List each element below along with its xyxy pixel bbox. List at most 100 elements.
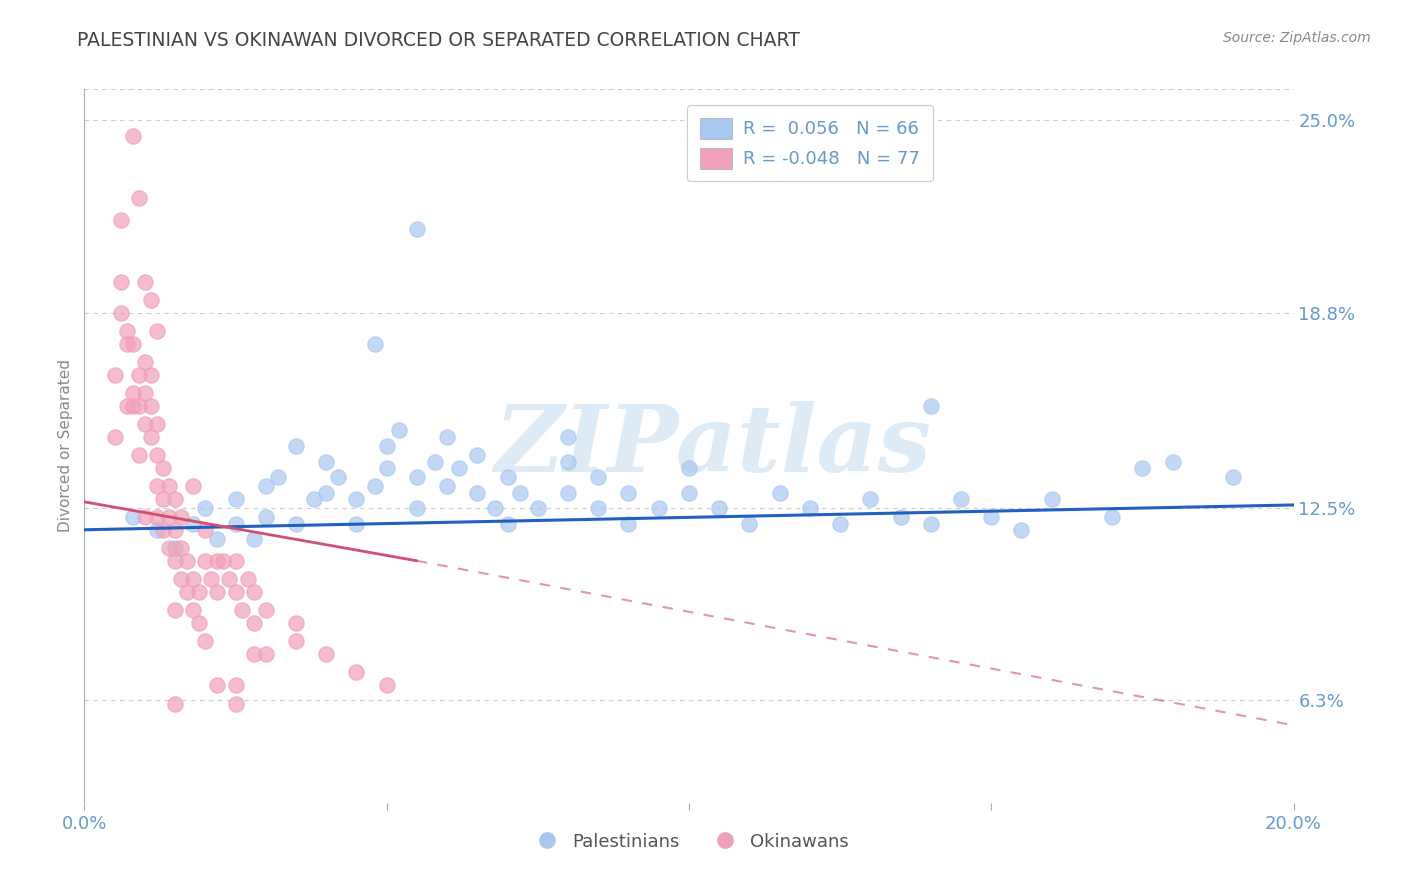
- Point: [302, 491, 325, 506]
- Point: [194, 634, 217, 648]
- Point: [231, 603, 253, 617]
- Point: [799, 501, 821, 516]
- Point: [236, 573, 259, 587]
- Point: [242, 615, 264, 630]
- Point: [225, 516, 247, 531]
- Point: [588, 470, 610, 484]
- Point: [225, 697, 247, 711]
- Point: [121, 386, 143, 401]
- Point: [315, 454, 337, 468]
- Point: [200, 573, 222, 587]
- Point: [509, 485, 531, 500]
- Point: [406, 501, 429, 516]
- Point: [1011, 523, 1033, 537]
- Point: [1222, 470, 1244, 484]
- Point: [104, 430, 127, 444]
- Point: [121, 510, 143, 524]
- Point: [181, 603, 204, 617]
- Point: [436, 430, 458, 444]
- Point: [406, 470, 429, 484]
- Point: [188, 584, 211, 599]
- Point: [194, 501, 217, 516]
- Point: [170, 510, 193, 524]
- Text: PALESTINIAN VS OKINAWAN DIVORCED OR SEPARATED CORRELATION CHART: PALESTINIAN VS OKINAWAN DIVORCED OR SEPA…: [77, 31, 800, 50]
- Point: [859, 491, 882, 506]
- Point: [617, 485, 640, 500]
- Point: [225, 678, 247, 692]
- Point: [218, 573, 240, 587]
- Point: [146, 523, 169, 537]
- Point: [104, 368, 127, 382]
- Point: [557, 485, 579, 500]
- Point: [388, 424, 411, 438]
- Point: [346, 665, 368, 680]
- Point: [346, 491, 368, 506]
- Point: [134, 417, 156, 432]
- Point: [146, 448, 169, 462]
- Point: [328, 470, 350, 484]
- Legend: Palestinians, Okinawans: Palestinians, Okinawans: [522, 826, 856, 858]
- Point: [1040, 491, 1063, 506]
- Point: [207, 678, 229, 692]
- Point: [115, 336, 138, 351]
- Point: [157, 541, 180, 556]
- Text: Source: ZipAtlas.com: Source: ZipAtlas.com: [1223, 31, 1371, 45]
- Point: [165, 491, 187, 506]
- Point: [315, 485, 337, 500]
- Point: [1161, 454, 1184, 468]
- Point: [170, 573, 193, 587]
- Point: [557, 454, 579, 468]
- Point: [285, 634, 308, 648]
- Point: [375, 439, 398, 453]
- Point: [146, 510, 169, 524]
- Point: [467, 485, 489, 500]
- Point: [146, 479, 169, 493]
- Point: [134, 275, 156, 289]
- Point: [285, 439, 308, 453]
- Text: ZIPatlas: ZIPatlas: [495, 401, 932, 491]
- Point: [225, 584, 247, 599]
- Point: [188, 615, 211, 630]
- Point: [588, 501, 610, 516]
- Point: [194, 523, 217, 537]
- Point: [527, 501, 550, 516]
- Point: [181, 516, 204, 531]
- Point: [165, 697, 187, 711]
- Point: [467, 448, 489, 462]
- Point: [254, 647, 277, 661]
- Point: [115, 399, 138, 413]
- Point: [346, 516, 368, 531]
- Point: [128, 399, 150, 413]
- Point: [678, 460, 700, 475]
- Point: [207, 584, 229, 599]
- Point: [449, 460, 471, 475]
- Point: [176, 584, 198, 599]
- Point: [225, 491, 247, 506]
- Point: [1101, 510, 1123, 524]
- Point: [709, 501, 731, 516]
- Point: [212, 554, 235, 568]
- Point: [146, 417, 169, 432]
- Point: [176, 554, 198, 568]
- Point: [152, 460, 174, 475]
- Point: [134, 510, 156, 524]
- Point: [375, 460, 398, 475]
- Point: [557, 430, 579, 444]
- Point: [115, 324, 138, 338]
- Point: [436, 479, 458, 493]
- Point: [496, 470, 519, 484]
- Point: [363, 479, 385, 493]
- Point: [678, 485, 700, 500]
- Point: [157, 510, 180, 524]
- Point: [769, 485, 792, 500]
- Point: [648, 501, 671, 516]
- Point: [128, 448, 150, 462]
- Point: [134, 355, 156, 369]
- Point: [165, 523, 187, 537]
- Point: [110, 305, 132, 319]
- Point: [920, 399, 942, 413]
- Point: [152, 523, 174, 537]
- Point: [254, 510, 277, 524]
- Point: [617, 516, 640, 531]
- Point: [207, 532, 229, 546]
